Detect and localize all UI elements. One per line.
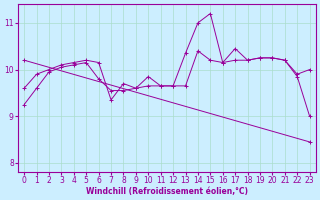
X-axis label: Windchill (Refroidissement éolien,°C): Windchill (Refroidissement éolien,°C) [86, 187, 248, 196]
